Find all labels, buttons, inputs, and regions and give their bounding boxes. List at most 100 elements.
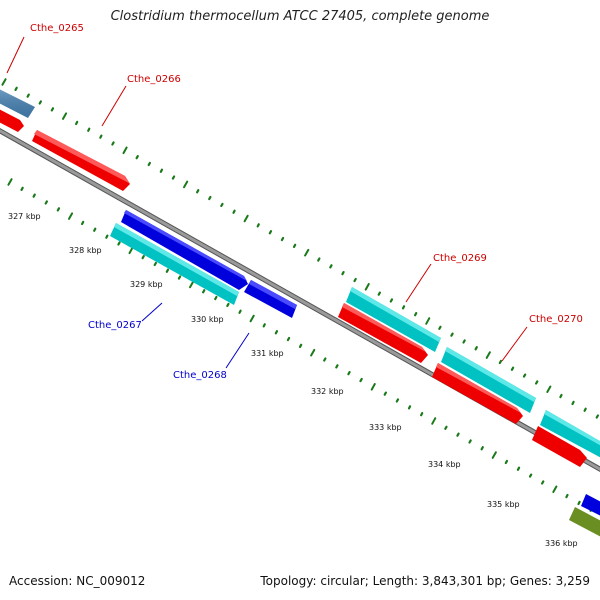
scale-tick xyxy=(99,134,103,139)
scale-tick xyxy=(128,246,134,255)
scale-tick xyxy=(105,234,109,239)
scale-tick xyxy=(552,485,558,493)
scale-tick xyxy=(329,264,333,269)
scale-tick xyxy=(468,439,472,444)
scale-tick xyxy=(359,377,363,383)
scale-tick xyxy=(274,330,279,335)
scale-tick xyxy=(87,127,91,132)
feature-cthe-0271-red[interactable] xyxy=(532,426,587,467)
gene-label-cthe-0265[interactable]: Cthe_0265 xyxy=(30,23,84,34)
feature-cthe-0267-blue[interactable] xyxy=(121,210,248,290)
scale-tick xyxy=(20,186,24,191)
scale-tick xyxy=(50,107,55,112)
scale-label: 336 kbp xyxy=(545,539,578,548)
scale-tick xyxy=(383,391,387,396)
scale-tick xyxy=(450,332,454,337)
feature-cthe-0268[interactable] xyxy=(244,280,297,318)
scale-label: 333 kbp xyxy=(369,423,402,432)
scale-tick xyxy=(256,223,260,228)
scale-tick xyxy=(420,412,424,417)
scale-tick xyxy=(571,400,575,406)
scale-tick xyxy=(38,100,43,105)
feature-cthe-0269-red[interactable] xyxy=(338,303,428,363)
scale-tick xyxy=(177,275,182,280)
scale-tick xyxy=(68,212,74,220)
gene-label-cthe-0270[interactable]: Cthe_0270 xyxy=(529,314,583,325)
scale-tick xyxy=(341,271,345,276)
scale-tick xyxy=(122,146,128,155)
scale-tick xyxy=(491,451,497,459)
scale-label: 334 kbp xyxy=(428,460,461,469)
scale-tick xyxy=(1,78,7,86)
scale-tick xyxy=(310,348,316,357)
scale-tick xyxy=(232,209,236,214)
scale-tick xyxy=(595,414,600,419)
scale-tick xyxy=(462,339,466,344)
feature-cthe-0271-cyan[interactable] xyxy=(540,410,600,460)
scale-tick xyxy=(431,417,437,425)
scale-tick xyxy=(498,359,503,365)
accession-text: Accession: NC_009012 xyxy=(9,574,146,588)
scale-tick xyxy=(243,214,249,223)
scale-tick xyxy=(364,283,370,291)
scale-tick xyxy=(165,268,170,273)
feature-cthe-0269-cyan[interactable] xyxy=(346,287,441,352)
scale-tick xyxy=(56,207,61,212)
scale-labels: 327 kbp 328 kbp 329 kbp 330 kbp 331 kbp … xyxy=(8,212,578,548)
gene-label-cthe-0268[interactable]: Cthe_0268 xyxy=(173,370,227,381)
scale-tick xyxy=(546,385,552,393)
scale-tick xyxy=(7,178,13,186)
scale-tick xyxy=(414,312,418,317)
feature-cthe-0265-steelblue[interactable] xyxy=(0,87,35,118)
scale-tick xyxy=(111,141,115,146)
scale-tick xyxy=(249,314,255,323)
scale-tick xyxy=(474,346,478,351)
gene-label-cthe-0266[interactable]: Cthe_0266 xyxy=(127,74,181,85)
gene-labels: Cthe_0265 Cthe_0266 Cthe_0267 Cthe_0268 … xyxy=(30,23,583,381)
gene-label-cthe-0269[interactable]: Cthe_0269 xyxy=(433,253,487,264)
feature-cthe-0266[interactable] xyxy=(32,130,130,191)
scale-tick xyxy=(183,180,189,189)
scale-tick xyxy=(135,155,139,160)
scale-tick xyxy=(407,405,412,410)
scale-label: 328 kbp xyxy=(69,246,102,255)
scale-tick xyxy=(559,393,563,399)
scale-tick xyxy=(510,366,515,371)
scale-tick xyxy=(323,357,327,362)
scale-tick xyxy=(159,168,164,173)
scale-tick xyxy=(565,493,569,499)
scale-tick xyxy=(32,193,36,198)
lower-tick-track xyxy=(7,178,593,512)
gene-label-cthe-0267[interactable]: Cthe_0267 xyxy=(88,320,142,331)
scale-tick xyxy=(438,325,442,330)
upper-tick-track xyxy=(1,78,600,419)
scale-tick xyxy=(456,432,460,437)
scale-label: 327 kbp xyxy=(8,212,41,221)
feature-blue-edge[interactable] xyxy=(581,494,600,518)
scale-tick xyxy=(268,230,273,235)
scale-tick xyxy=(304,248,310,257)
scale-tick xyxy=(141,255,145,260)
scale-tick xyxy=(583,407,587,412)
feature-cthe-0270-red[interactable] xyxy=(432,363,523,424)
scale-tick xyxy=(528,473,533,478)
scale-tick xyxy=(220,202,224,207)
feature-cthe-0270-cyan[interactable] xyxy=(441,347,536,413)
feature-cthe-0267-cyan[interactable] xyxy=(110,223,239,305)
callout-lines xyxy=(6,36,528,369)
feature-olive-edge[interactable] xyxy=(569,507,600,539)
scale-tick xyxy=(335,364,339,369)
scale-tick xyxy=(425,317,431,325)
scale-tick xyxy=(286,336,291,342)
scale-tick xyxy=(504,459,509,465)
scale-tick xyxy=(444,425,448,430)
scale-tick xyxy=(485,351,491,359)
scale-label: 335 kbp xyxy=(487,500,520,509)
scale-label: 330 kbp xyxy=(191,315,224,324)
scale-tick xyxy=(347,371,351,376)
scale-tick xyxy=(317,257,321,262)
feature-cthe-0265-red[interactable] xyxy=(0,107,24,132)
scale-tick xyxy=(401,305,406,310)
scale-label: 331 kbp xyxy=(251,349,284,358)
scale-tick xyxy=(153,261,157,267)
